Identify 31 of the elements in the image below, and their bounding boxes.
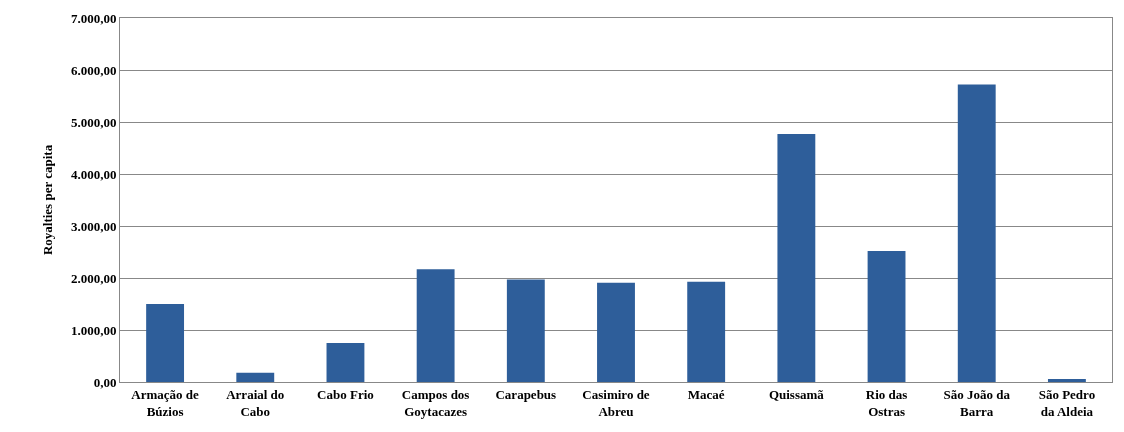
bar [597,282,635,382]
y-tick-label: 3.000,00 [70,218,117,234]
y-tick-label: 2.000,00 [70,270,117,286]
bar [326,343,365,382]
x-tick-label: Rio das Ostras [865,386,908,419]
x-tick-label: Campos dos Goytacazes [401,386,470,419]
y-tick-label: 0,00 [93,374,117,390]
x-tick-label: Armação de Búzios [131,386,200,419]
x-tick-label: Quissamã [768,386,825,402]
bar [777,133,816,382]
bar [1047,378,1086,382]
y-tick-label: 1.000,00 [70,322,117,338]
y-axis-title: Royalties per capita [39,144,55,256]
x-tick-label: Arraial do Cabo [226,386,285,419]
y-tick-label: 5.000,00 [70,114,117,130]
bar [867,250,906,382]
y-tick-label: 7.000,00 [70,10,117,26]
bar [236,372,275,382]
bar [957,84,996,382]
bar [416,269,455,382]
y-tick-label: 4.000,00 [70,166,117,182]
bar [687,281,726,382]
y-tick-label: 6.000,00 [70,62,117,78]
x-tick-label: Macaé [687,386,725,402]
x-tick-label: Carapebus [495,386,557,402]
x-tick-label: São Pedro da Aldeia [1038,386,1096,419]
bar [506,279,545,382]
x-tick-label: São João da Barra [943,386,1011,419]
x-tick-label: Casimiro de Abreu [582,386,650,419]
bar [146,304,185,382]
x-tick-label: Cabo Frio [317,386,374,402]
